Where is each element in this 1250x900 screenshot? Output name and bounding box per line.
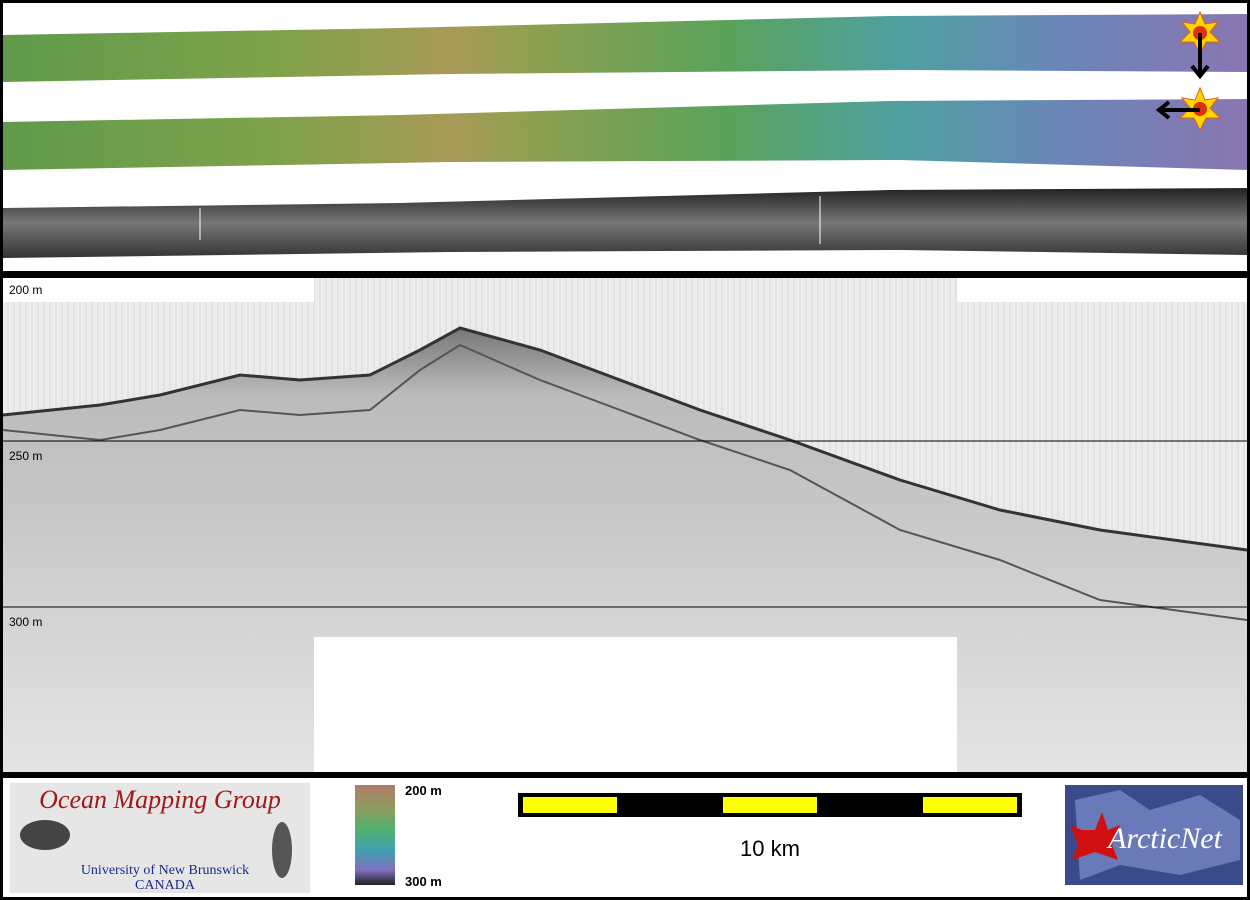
arrow-icon (1155, 100, 1200, 120)
bathymetry-strip (3, 14, 1247, 82)
maple-leaf (1070, 812, 1120, 860)
scale-label: 10 km (740, 836, 800, 861)
colorbar-label: 200 m (405, 783, 442, 798)
depth-label: 200 m (9, 283, 42, 297)
depth-label: 300 m (9, 615, 42, 629)
logo-title: Ocean Mapping Group (39, 785, 281, 814)
scale-segment (523, 797, 617, 813)
backscatter-strip (3, 188, 1247, 258)
logo-graphic (272, 822, 292, 878)
logo-label: ArcticNet (1106, 822, 1223, 855)
bathymetry-strip (3, 99, 1247, 170)
depth-label: 250 m (9, 449, 42, 463)
logo-subtitle: University of New Brunswick (81, 863, 249, 878)
arrow-icon (1190, 33, 1210, 80)
colorbar-label: 300 m (405, 874, 442, 889)
blank-area (3, 278, 314, 302)
seabed-line (2, 326, 1248, 552)
blank-area (957, 278, 1247, 302)
scale-segment (923, 797, 1017, 813)
logo-graphic (20, 820, 70, 850)
colorbar (355, 785, 395, 885)
blank-area (314, 637, 957, 772)
logo-country: CANADA (135, 878, 196, 893)
subbottom-line (2, 343, 1248, 621)
scale-segment (723, 797, 817, 813)
